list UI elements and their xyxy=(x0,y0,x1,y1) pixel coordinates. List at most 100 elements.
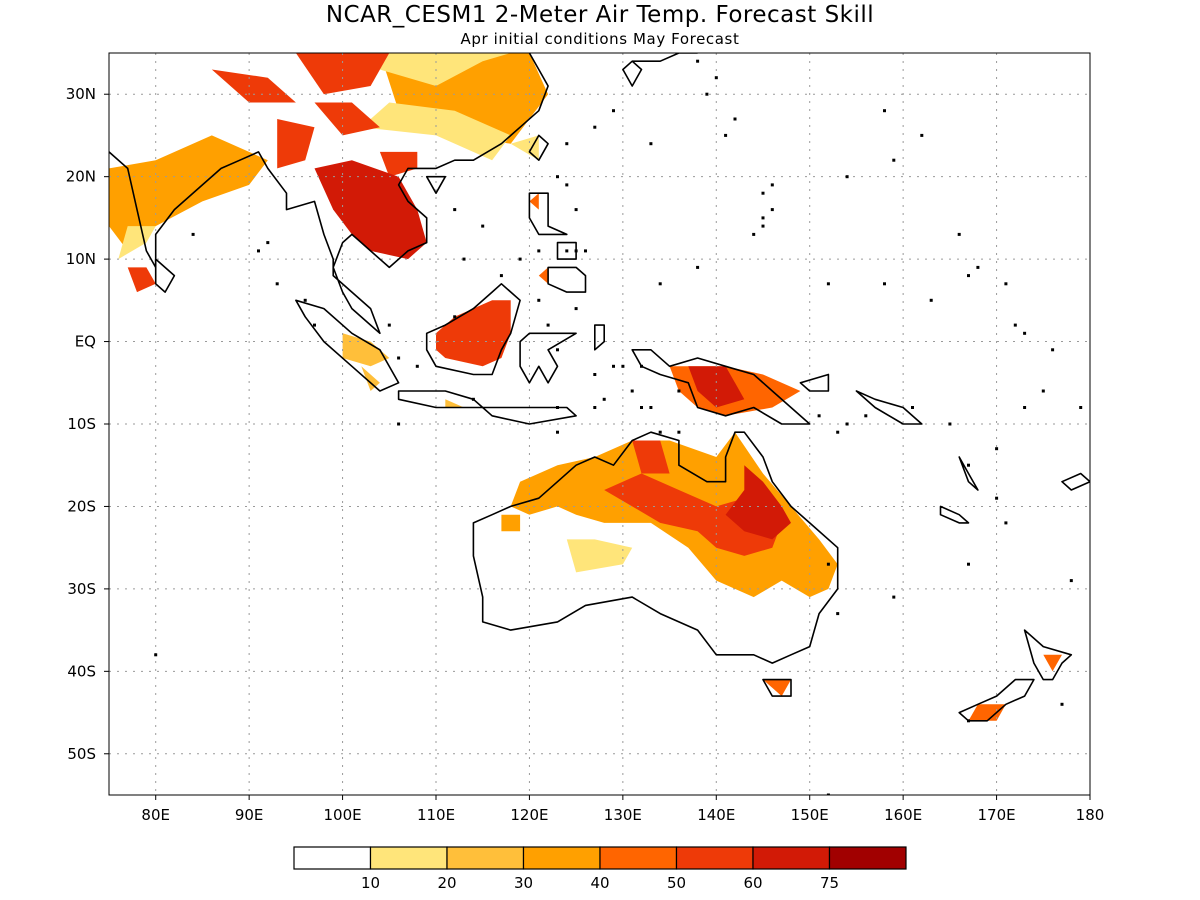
skill-region-13-1 xyxy=(1043,654,1062,672)
island-mark-31 xyxy=(892,595,896,599)
coastline-nz-south xyxy=(958,678,1035,722)
coastline-halmahera xyxy=(593,324,606,351)
lon-label-6: 140E xyxy=(697,806,735,824)
island-mark-17 xyxy=(1023,406,1027,409)
island-mark-37 xyxy=(630,389,634,393)
colorbar-swatch-4 xyxy=(599,846,678,870)
island-mark-43 xyxy=(313,323,316,327)
island-mark-59 xyxy=(191,232,195,236)
coastline-new-britain xyxy=(799,373,830,392)
island-mark-61 xyxy=(257,249,260,253)
island-mark-75 xyxy=(518,257,522,261)
skill-region-11-0 xyxy=(725,465,791,540)
island-mark-21 xyxy=(883,109,886,113)
island-mark-55 xyxy=(453,315,457,319)
skill-region-2-5 xyxy=(127,267,156,293)
skill-region-6-0 xyxy=(342,333,390,367)
island-mark-92 xyxy=(967,719,970,723)
coastline-taiwan xyxy=(528,134,549,161)
island-mark-19 xyxy=(1041,389,1045,393)
coastline-tasmania xyxy=(762,678,792,697)
island-mark-39 xyxy=(621,364,625,368)
island-mark-32 xyxy=(1069,579,1073,583)
skill-region-2-2 xyxy=(314,102,380,136)
island-mark-88 xyxy=(995,496,999,500)
skill-region-1-3 xyxy=(118,226,156,260)
latitude-tick-labels: 30N 20N 10N EQ 10S 20S 30S 40S 50S xyxy=(66,85,109,763)
island-mark-41 xyxy=(556,430,559,434)
island-mark-40 xyxy=(593,406,597,409)
island-mark-66 xyxy=(593,125,597,129)
skill-region-2-4 xyxy=(379,151,418,177)
island-mark-28 xyxy=(658,430,662,434)
lon-label-9: 170E xyxy=(978,806,1016,824)
skill-region-4-0 xyxy=(436,300,511,367)
island-mark-60 xyxy=(154,653,158,657)
skill-region-13-2 xyxy=(763,679,791,697)
island-mark-13 xyxy=(1004,282,1008,286)
lon-label-2: 100E xyxy=(324,806,362,824)
coastlines xyxy=(109,53,1090,795)
skill-region-2-3 xyxy=(277,119,315,169)
island-mark-0 xyxy=(761,216,765,220)
island-mark-82 xyxy=(817,414,821,418)
island-mark-54 xyxy=(415,364,419,368)
lon-label-10: 180 xyxy=(1076,806,1105,824)
plot-area xyxy=(109,53,1090,795)
island-mark-93 xyxy=(826,562,830,566)
island-mark-9 xyxy=(883,282,886,286)
colorbar-label-0: 10 xyxy=(361,874,380,892)
lat-label-5: 20S xyxy=(67,497,96,515)
island-mark-53 xyxy=(397,356,401,360)
island-mark-5 xyxy=(770,183,774,187)
map-title: NCAR_CESM1 2-Meter Air Temp. Forecast Sk… xyxy=(326,2,874,28)
island-mark-62 xyxy=(714,76,718,80)
island-mark-44 xyxy=(275,282,279,286)
island-mark-80 xyxy=(602,397,606,401)
island-mark-14 xyxy=(1013,323,1017,327)
island-mark-38 xyxy=(593,373,597,376)
island-mark-4 xyxy=(761,191,765,195)
coastline-asia-mainland xyxy=(109,53,549,335)
island-mark-48 xyxy=(453,208,457,212)
island-mark-83 xyxy=(836,430,840,434)
island-mark-94 xyxy=(836,612,840,616)
island-mark-73 xyxy=(584,249,587,253)
skill-region-12-0 xyxy=(566,539,633,573)
colorbar-swatch-0 xyxy=(293,846,372,870)
island-mark-70 xyxy=(574,208,578,212)
island-mark-6 xyxy=(658,282,662,286)
island-mark-69 xyxy=(565,183,569,187)
island-mark-77 xyxy=(537,298,541,302)
skill-region-9-1 xyxy=(501,514,521,532)
lon-label-0: 80E xyxy=(141,806,170,824)
island-mark-2 xyxy=(761,224,765,228)
skill-region-10-1 xyxy=(632,440,670,474)
colorbar-legend: 10 20 30 40 50 60 75 xyxy=(293,846,907,892)
skill-region-1-1 xyxy=(361,102,511,161)
coastline-sri-lanka xyxy=(154,258,176,293)
lat-label-6: 30S xyxy=(67,580,96,598)
island-mark-51 xyxy=(556,348,559,352)
island-mark-90 xyxy=(948,422,952,426)
island-mark-29 xyxy=(677,430,681,434)
coastline-sulawesi xyxy=(519,332,577,384)
colorbar-swatch-7 xyxy=(828,846,907,870)
island-mark-50 xyxy=(612,364,615,368)
lat-label-8: 50S xyxy=(67,745,96,763)
island-mark-78 xyxy=(546,323,550,327)
skill-region-8-0 xyxy=(688,366,745,408)
skill-shading-layer xyxy=(109,53,1062,721)
colorbar-label-3: 40 xyxy=(590,874,609,892)
island-mark-57 xyxy=(387,323,391,327)
lat-label-2: 10N xyxy=(66,250,96,268)
skill-region-13-0 xyxy=(968,704,1006,721)
island-mark-74 xyxy=(537,249,541,253)
coastline-hainan xyxy=(425,175,447,194)
island-mark-12 xyxy=(967,274,970,278)
island-mark-85 xyxy=(864,414,868,418)
island-mark-47 xyxy=(462,257,466,261)
island-mark-27 xyxy=(920,133,924,137)
island-mark-56 xyxy=(471,397,475,401)
